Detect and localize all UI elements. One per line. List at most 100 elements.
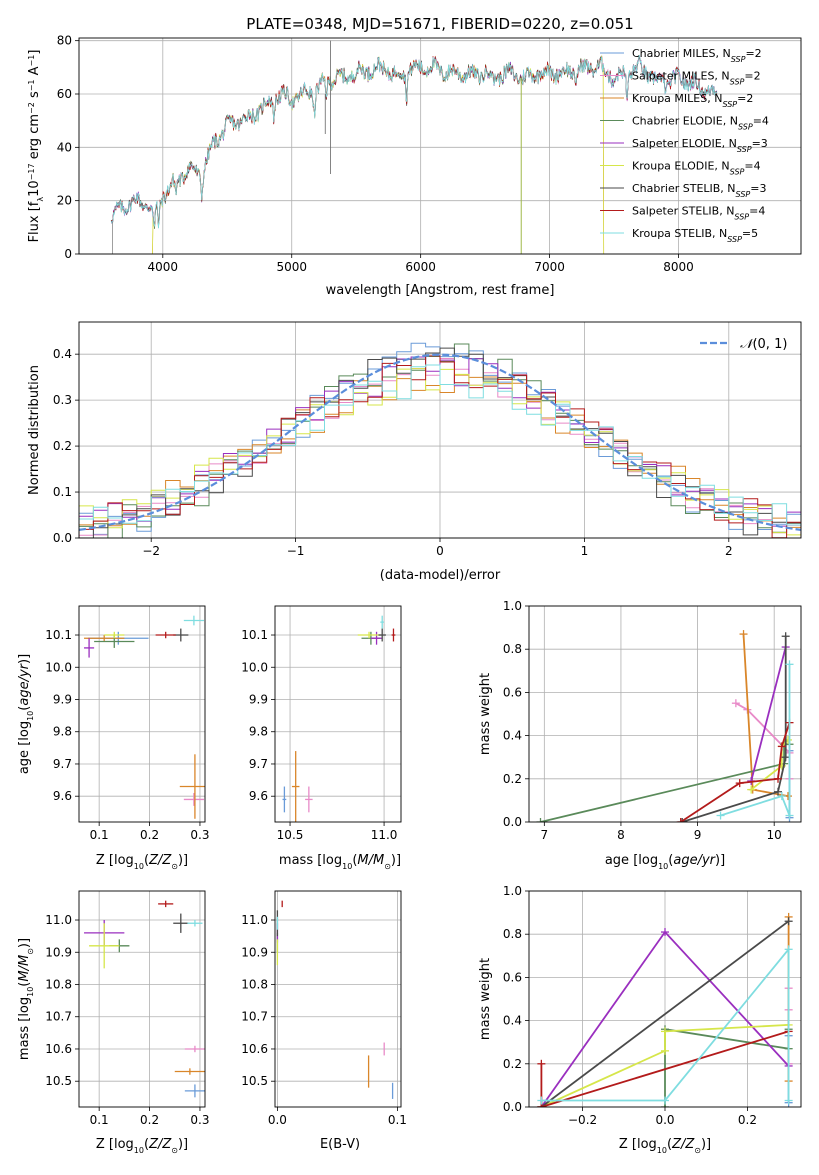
y-tick-label: 0.3 — [53, 393, 72, 407]
y-tick-label: 10.6 — [241, 1042, 268, 1056]
x-tick-label: 5000 — [276, 260, 307, 274]
weightAge-xlabel-part: age/yr — [673, 853, 716, 868]
weightZ-ylabel: mass weight — [478, 958, 493, 1040]
legend-label-0-part: SSP — [731, 55, 746, 64]
legend-label-6-part: =3 — [750, 182, 766, 195]
y-tick-label: 10.8 — [241, 977, 268, 991]
legend-label-2: Kroupa MILES, NSSP=2 — [632, 92, 753, 109]
axes-frame — [528, 605, 802, 823]
x-tick-label: 0.1 — [388, 1113, 407, 1127]
spectrum-line-2 — [152, 55, 605, 254]
y-tick-label: 0.2 — [503, 772, 522, 786]
plot-area-weight_vs_Z — [537, 912, 793, 1107]
y-tick-label: 9.7 — [53, 757, 72, 771]
ageZ-ylabel-part: age/yr — [17, 662, 32, 705]
massZ-xlabel-part: ( — [144, 1137, 149, 1152]
legend-label-2-part: =2 — [737, 92, 753, 105]
massZ-xlabel-part: Z [log — [96, 1137, 134, 1152]
axes-weight_vs_Z: −0.2 0.0 0.2 0.0 0.2 0.4 0.6 0.8 1.0 — [503, 884, 802, 1127]
y-tick-label: 10.9 — [45, 945, 72, 959]
legend-label-1: Salpeter MILES, NSSP=2 — [632, 70, 761, 87]
ageZ-xlabel-part: )] — [178, 853, 188, 868]
y-tick-label: 0 — [64, 247, 72, 261]
y-tick-label: 9.8 — [53, 725, 72, 739]
y-tick-label: 10.0 — [45, 660, 72, 674]
legend-label-1-part: SSP — [730, 77, 745, 86]
x-tick-label: 0.0 — [655, 1113, 674, 1127]
plot-area-age_vs_Z — [84, 615, 205, 819]
ageMass-xlabel-part: )] — [391, 853, 401, 868]
legend-label-5-part: =4 — [744, 160, 760, 173]
x-tick-label: 0.3 — [190, 828, 209, 842]
ageZ-xlabel-part: ( — [144, 853, 149, 868]
weightAge-xlabel: age [log10(age/yr)] — [605, 853, 725, 871]
legend-label-5-part: Kroupa ELODIE, N — [632, 160, 730, 173]
ageZ-ylabel: age [log10(age/yr)] — [17, 654, 35, 774]
y-tick-label: 0.0 — [503, 815, 522, 829]
weightAge-xlabel-part: age [log — [605, 853, 658, 868]
y-tick-label: 10.5 — [45, 1074, 72, 1088]
x-tick-label: 9 — [694, 828, 702, 842]
residual-xlabel: (data-model)/error — [380, 568, 501, 583]
x-tick-label: 0.2 — [140, 828, 159, 842]
y-tick-label: 11.0 — [45, 913, 72, 927]
x-tick-label: 4000 — [148, 260, 179, 274]
x-tick-label: −0.2 — [568, 1113, 597, 1127]
x-tick-label: 1 — [581, 544, 589, 558]
y-tick-label: 0.6 — [503, 970, 522, 984]
ageZ-ylabel-part: ( — [17, 706, 32, 711]
gauss-curve — [79, 353, 801, 531]
y-tick-label: 10.0 — [241, 660, 268, 674]
legend-label-1-part: =2 — [744, 70, 760, 83]
y-tick-label: 9.6 — [53, 789, 72, 803]
massZ-ylabel-part: 10 — [26, 987, 35, 997]
spectrum-ylabel-part: −2 — [27, 102, 36, 114]
axes-frame — [528, 890, 802, 1108]
plot-area-residuals — [79, 342, 801, 538]
ageZ-xlabel: Z [log10(Z/Z⊙)] — [96, 853, 188, 871]
axes-mass_vs_Z: 0.1 0.2 0.3 10.5 10.6 10.7 10.8 10.9 11.0 — [45, 890, 210, 1127]
legend-label-8-part: Kroupa STELIB, N — [632, 227, 727, 240]
gauss-legend-label: 𝒩(0, 1) — [740, 337, 787, 352]
legend-label-3-part: Chabrier ELODIE, N — [632, 115, 738, 128]
y-tick-label: 0.2 — [503, 1057, 522, 1071]
y-tick-label: 10.7 — [45, 1010, 72, 1024]
legend-label-8-part: =5 — [742, 227, 758, 240]
y-tick-label: 9.9 — [53, 692, 72, 706]
spectrum-ylabel-part: 10 — [27, 180, 42, 197]
ageZ-ylabel-part: )] — [17, 654, 32, 664]
axes-residuals: −2 −1 0 1 2 0.0 0.1 0.2 0.3 0.4 — [53, 321, 802, 558]
weightZ-xlabel-part: ( — [667, 1137, 672, 1152]
weight-line-6 — [681, 636, 787, 822]
legend-label-2-part: SSP — [722, 100, 737, 109]
y-tick-label: 0.2 — [53, 439, 72, 453]
ageMass-xlabel-part: ( — [352, 853, 357, 868]
axes-frame — [78, 321, 802, 539]
massZ-xlabel: Z [log10(Z/Z⊙)] — [96, 1137, 188, 1155]
x-tick-label: 0.3 — [190, 1113, 209, 1127]
x-tick-label: 11.0 — [371, 828, 398, 842]
y-tick-label: 9.6 — [249, 789, 268, 803]
weightZ-xlabel-part: ⊙ — [694, 1146, 701, 1155]
weightAge-ylabel: mass weight — [478, 673, 493, 755]
x-tick-label: 7000 — [534, 260, 565, 274]
x-tick-label: 0.2 — [738, 1113, 757, 1127]
weightAge-xlabel-part: 10 — [658, 862, 668, 871]
y-tick-label: 10.1 — [45, 628, 72, 642]
y-tick-label: 0.8 — [503, 927, 522, 941]
hist-series-8 — [79, 364, 801, 530]
weight-line-4 — [750, 646, 787, 782]
ageZ-ylabel-part: 10 — [26, 711, 35, 721]
x-tick-label: 0.1 — [90, 828, 109, 842]
massZ-ylabel-part: )] — [17, 938, 32, 948]
massZ-ylabel: mass [log10(M/M⊙)] — [17, 938, 35, 1060]
axes-frame — [78, 605, 206, 823]
x-tick-label: −1 — [287, 544, 305, 558]
legend-label-2-part: Kroupa MILES, N — [632, 92, 722, 105]
spectrum-ylabel: Flux [fλ10−17 erg cm−2 s−1 A−1] — [27, 50, 45, 243]
legend-label-7-part: Salpeter STELIB, N — [632, 205, 734, 218]
weightAge-xlabel-part: ( — [668, 853, 673, 868]
y-tick-label: 10.9 — [241, 945, 268, 959]
ageMass-xlabel-part: mass [log — [279, 853, 342, 868]
